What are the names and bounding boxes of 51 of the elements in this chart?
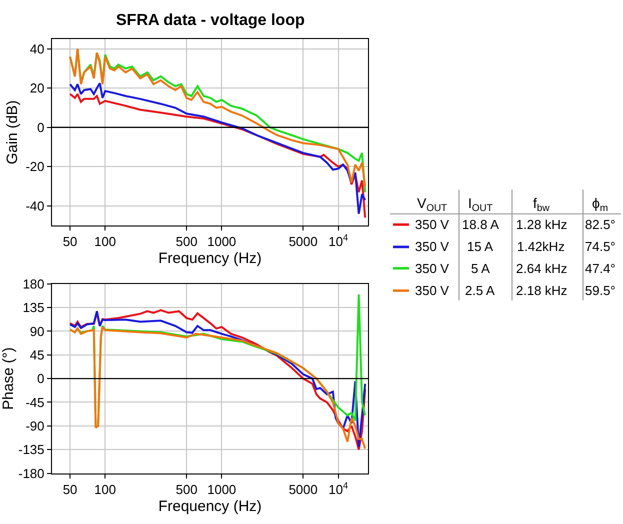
- text: 2.5 A: [465, 283, 495, 298]
- text: V$_{OUT}$: [417, 195, 448, 214]
- text: 18.8 A: [462, 217, 500, 232]
- x-tick-label: 50: [62, 234, 78, 250]
- y-tick-label: 40: [30, 41, 44, 56]
- x-tick-label: 10$^{4}$: [328, 480, 348, 497]
- text: ϕ$_{m}$: [592, 195, 608, 214]
- x-tick-label: 10$^{4}$: [328, 232, 348, 250]
- text: I$_{OUT}$: [468, 195, 493, 214]
- x-tick-label: 5000: [288, 234, 318, 250]
- text: 82.5°: [585, 217, 616, 232]
- text: 1.28 kHz: [516, 217, 568, 232]
- x-tick-label: 100: [94, 482, 116, 497]
- x-tick-label: 1000: [207, 234, 236, 250]
- y-tick-label: -40: [26, 198, 44, 214]
- x-tick-label: 5000: [288, 482, 318, 497]
- text: 74.5°: [585, 239, 616, 254]
- x-tick-label: 500: [176, 234, 198, 250]
- x-tick-label: 50: [62, 482, 78, 497]
- y-tick-label: -180: [18, 466, 44, 481]
- x-axis-title: Frequency (Hz): [158, 498, 262, 515]
- y-tick-label: 0: [37, 120, 44, 135]
- text: 47.4°: [585, 261, 616, 276]
- y-tick-label: -90: [26, 418, 44, 434]
- legend-label: 350 V: [415, 217, 450, 232]
- text: 59.5°: [585, 283, 616, 298]
- text: 2.18 kHz: [516, 283, 568, 298]
- x-tick-label: 1000: [207, 482, 236, 497]
- y-axis-title: Gain (dB): [4, 100, 21, 164]
- y-tick-label: 45: [30, 347, 44, 362]
- y-axis-title: Phase (°): [0, 347, 17, 410]
- text: f$_{bw}$: [533, 195, 550, 214]
- y-tick-label: 20: [30, 80, 44, 96]
- y-tick-label: -135: [18, 442, 44, 458]
- text: 5 A: [471, 261, 490, 276]
- y-tick-label: 0: [37, 371, 44, 386]
- y-tick-label: 90: [30, 324, 44, 339]
- x-axis-title: Frequency (Hz): [158, 250, 262, 268]
- x-tick-label: 500: [176, 482, 198, 497]
- legend-label: 350 V: [415, 261, 450, 276]
- x-tick-label: 100: [94, 234, 116, 250]
- chart-title: SFRA data - voltage loop: [116, 12, 305, 29]
- y-tick-label: -20: [26, 159, 44, 174]
- text: 15 A: [467, 239, 494, 254]
- y-tick-label: 180: [22, 276, 44, 292]
- legend-label: 350 V: [415, 283, 450, 298]
- text: 1.42kHz: [517, 239, 565, 254]
- legend-label: 350 V: [415, 239, 450, 254]
- y-tick-label: 135: [22, 300, 44, 316]
- text: 2.64 kHz: [516, 261, 568, 276]
- y-tick-label: -45: [26, 394, 44, 410]
